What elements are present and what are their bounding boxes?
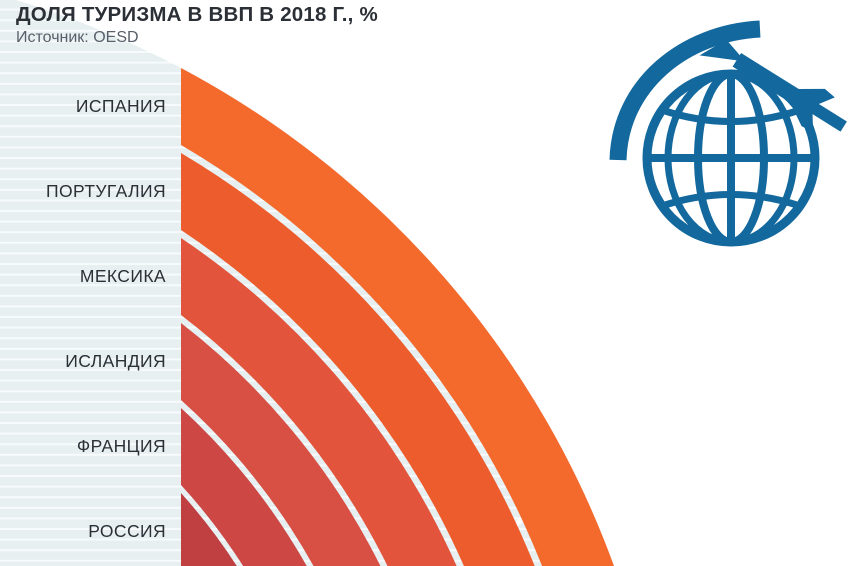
background-sweep-3	[758, 329, 850, 566]
bar-4	[181, 323, 381, 566]
globe-airplane-icon	[609, 20, 847, 247]
category-label-4: ИСЛАНДИЯ	[65, 350, 166, 371]
bar-5	[181, 408, 307, 566]
bar-1	[181, 68, 614, 566]
bar-6	[181, 493, 237, 566]
category-label-5: ФРАНЦИЯ	[76, 435, 166, 456]
category-label-3: МЕКСИКА	[79, 265, 166, 286]
background-sweep-1	[638, 229, 850, 566]
category-label-2: ПОРТУГАЛИЯ	[46, 180, 166, 201]
bar-3	[181, 238, 457, 566]
bar-2	[181, 153, 535, 566]
category-label-6: РОССИЯ	[88, 520, 166, 541]
source-note: Источник: OESD	[16, 28, 139, 46]
header: ДОЛЯ ТУРИЗМА В ВВП В 2018 Г., % Источник…	[16, 3, 378, 47]
page-title: ДОЛЯ ТУРИЗМА В ВВП В 2018 Г., %	[16, 3, 378, 26]
category-label-1: ИСПАНИЯ	[75, 95, 166, 116]
bar-group	[181, 68, 614, 566]
